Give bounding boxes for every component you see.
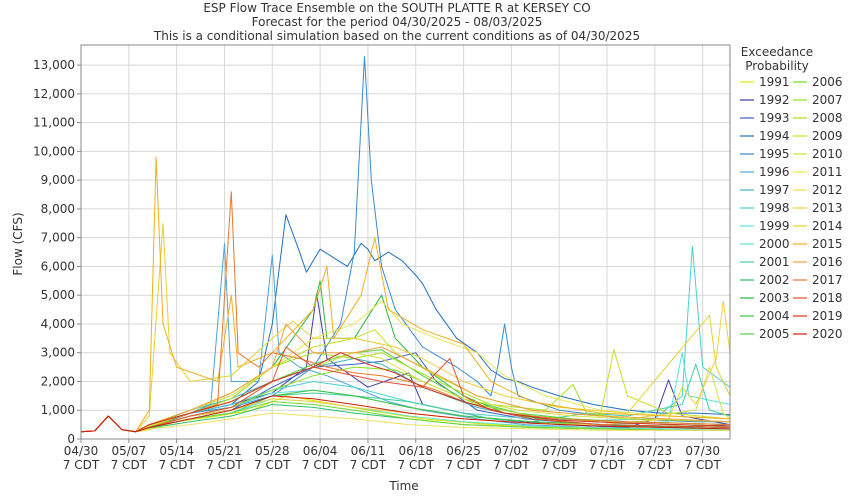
y-tick-label: 0: [67, 432, 75, 446]
legend-label-1991: 1991: [759, 75, 790, 89]
chart-title: ESP Flow Trace Ensemble on the SOUTH PLA…: [153, 1, 640, 43]
legend-label-1997: 1997: [759, 183, 790, 197]
x-tick-sublabel: 7 CDT: [589, 458, 626, 472]
x-tick-sublabel: 7 CDT: [206, 458, 243, 472]
series-line-2017: [80, 191, 731, 433]
x-tick-sublabel: 7 CDT: [158, 458, 195, 472]
chart-title-line-1: ESP Flow Trace Ensemble on the SOUTH PLA…: [203, 1, 590, 15]
legend-label-1992: 1992: [759, 93, 790, 107]
series-line-2003: [80, 280, 731, 433]
legend-label-2016: 2016: [812, 255, 843, 269]
legend-label-2011: 2011: [812, 165, 843, 179]
x-tick-sublabel: 7 CDT: [350, 458, 387, 472]
legend-label-2005: 2005: [759, 327, 790, 341]
series-line-1998: [80, 245, 731, 433]
y-tick-label: 3,000: [41, 346, 75, 360]
legend-label-2008: 2008: [812, 111, 843, 125]
legend-label-2009: 2009: [812, 129, 843, 143]
legend-label-1995: 1995: [759, 147, 790, 161]
x-tick-sublabel: 7 CDT: [637, 458, 674, 472]
legend-label-2013: 2013: [812, 201, 843, 215]
series-line-1996: [80, 242, 730, 433]
x-tick-label: 05/14: [159, 444, 194, 458]
legend-label-2000: 2000: [759, 237, 790, 251]
x-tick-sublabel: 7 CDT: [111, 458, 148, 472]
x-tick-label: 05/28: [255, 444, 290, 458]
legend-label-2018: 2018: [812, 291, 843, 305]
x-tick-label: 07/30: [685, 444, 720, 458]
series-line-2020: [80, 395, 731, 433]
x-axis-label: Time: [388, 479, 418, 493]
legend-label-2006: 2006: [812, 75, 843, 89]
x-tick-sublabel: 7 CDT: [398, 458, 435, 472]
x-tick-sublabel: 7 CDT: [63, 458, 100, 472]
legend-label-2015: 2015: [812, 237, 843, 251]
y-axis-label: Flow (CFS): [11, 212, 25, 275]
x-tick-label: 07/16: [590, 444, 625, 458]
legend: Exceedance Probability 1991 1992 1993 1994 1…: [740, 45, 843, 341]
y-axis: 0 1,000 2,000 3,000 4,000 5,000 6,000 7,000 8,00…: [33, 58, 81, 446]
legend-label-1999: 1999: [759, 219, 790, 233]
plot-frame: [80, 44, 731, 440]
x-tick-label: 06/04: [303, 444, 338, 458]
legend-label-2019: 2019: [812, 309, 843, 323]
y-tick-label: 2,000: [41, 374, 75, 388]
x-tick-label: 07/09: [542, 444, 577, 458]
legend-label-2001: 2001: [759, 255, 790, 269]
x-tick-sublabel: 7 CDT: [493, 458, 530, 472]
legend-title-line-2: Probability: [745, 59, 808, 73]
x-tick-label: 06/18: [398, 444, 433, 458]
y-tick-label: 5,000: [41, 288, 75, 302]
legend-label-1998: 1998: [759, 201, 790, 215]
series-line-1997: [80, 358, 731, 433]
series-line-2015: [80, 156, 731, 433]
x-tick-label: 05/21: [207, 444, 242, 458]
x-tick-sublabel: 7 CDT: [684, 458, 721, 472]
x-tick-label: 04/30: [64, 444, 99, 458]
y-tick-label: 10,000: [33, 144, 75, 158]
y-tick-label: 7,000: [41, 231, 75, 245]
y-tick-label: 11,000: [33, 116, 75, 130]
y-tick-label: 6,000: [41, 259, 75, 273]
legend-label-2014: 2014: [812, 219, 843, 233]
series-line-1995: [80, 56, 730, 433]
legend-label-1993: 1993: [759, 111, 790, 125]
y-tick-label: 4,000: [41, 317, 75, 331]
series-layer: [80, 56, 731, 433]
x-tick-sublabel: 7 CDT: [254, 458, 291, 472]
x-tick-label: 07/02: [494, 444, 529, 458]
y-tick-label: 8,000: [41, 202, 75, 216]
legend-label-2002: 2002: [759, 273, 790, 287]
y-tick-label: 13,000: [33, 58, 75, 72]
y-tick-label: 9,000: [41, 173, 75, 187]
x-tick-sublabel: 7 CDT: [445, 458, 482, 472]
legend-title-line-1: Exceedance: [741, 45, 813, 59]
chart-title-line-3: This is a conditional simulation based o…: [153, 29, 640, 43]
grid-layer: [80, 45, 730, 440]
x-tick-label: 05/07: [112, 444, 147, 458]
y-tick-label: 1,000: [41, 403, 75, 417]
x-tick-label: 07/23: [638, 444, 673, 458]
legend-label-1994: 1994: [759, 129, 790, 143]
legend-label-2010: 2010: [812, 147, 843, 161]
legend-label-2017: 2017: [812, 273, 843, 287]
x-tick-label: 06/25: [446, 444, 481, 458]
legend-label-1996: 1996: [759, 165, 790, 179]
x-tick-sublabel: 7 CDT: [541, 458, 578, 472]
y-tick-label: 12,000: [33, 87, 75, 101]
legend-label-2004: 2004: [759, 309, 790, 323]
x-tick-label: 06/11: [351, 444, 386, 458]
chart-title-line-2: Forecast for the period 04/30/2025 - 08/…: [252, 15, 543, 29]
legend-label-2007: 2007: [812, 93, 843, 107]
x-tick-sublabel: 7 CDT: [302, 458, 339, 472]
legend-label-2012: 2012: [812, 183, 843, 197]
legend-label-2003: 2003: [759, 291, 790, 305]
legend-label-2020: 2020: [812, 327, 843, 341]
